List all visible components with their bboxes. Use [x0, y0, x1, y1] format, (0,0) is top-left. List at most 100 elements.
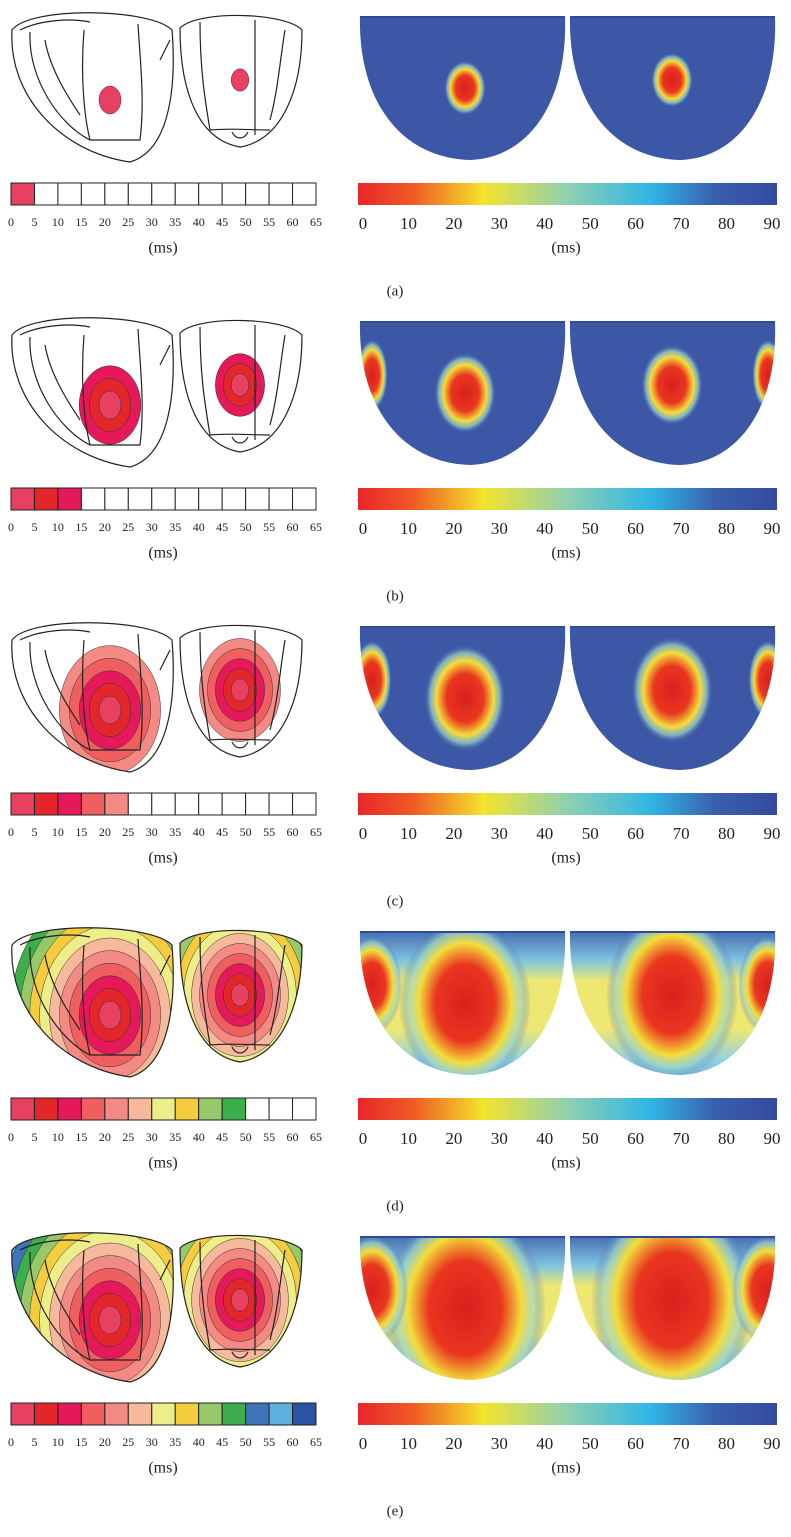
contour-map — [215, 354, 264, 417]
colorbar-tick-label: 60 — [627, 519, 644, 538]
activation-blob — [356, 339, 388, 411]
scale-cell — [152, 488, 175, 510]
scale-tick-label: 20 — [99, 1130, 111, 1144]
scale-cell — [58, 488, 81, 510]
scale-cell — [293, 1403, 316, 1425]
scale-tick-label: 10 — [52, 520, 64, 534]
activation-blob — [444, 61, 486, 116]
scale-tick-label: 45 — [216, 215, 228, 229]
contour — [99, 86, 121, 114]
scale-cell — [222, 488, 245, 510]
colorbar-tick-label: 80 — [718, 824, 735, 843]
panel-label: (d) — [386, 1198, 404, 1214]
activation-blob — [752, 339, 784, 411]
colorbar-tick-label: 60 — [627, 214, 644, 233]
scale-cell — [246, 183, 269, 205]
contour — [231, 1289, 249, 1311]
scale-cell — [81, 183, 104, 205]
scale-cell — [11, 488, 34, 510]
scale-cell — [269, 793, 292, 815]
scale-cell — [58, 793, 81, 815]
colorbar-tick-label: 10 — [400, 1434, 417, 1453]
scale-unit: (ms) — [148, 1155, 177, 1172]
colorbar-tick-label: 90 — [764, 1129, 781, 1148]
scale-tick-label: 20 — [99, 520, 111, 534]
scale-cell — [81, 1403, 104, 1425]
scale-tick-label: 30 — [146, 825, 158, 839]
panel-label: (a) — [387, 283, 404, 299]
panel-label: (e) — [387, 1503, 404, 1519]
panel: 05101520253035404550556065(ms)0102030405… — [8, 315, 785, 604]
activation-blob — [352, 640, 392, 720]
colorbar-tick-label: 50 — [582, 824, 599, 843]
contour — [231, 69, 249, 91]
colorbar-tick-label: 60 — [627, 1129, 644, 1148]
contour-map — [59, 646, 160, 775]
scale-tick-label: 10 — [52, 825, 64, 839]
scale-cell — [293, 183, 316, 205]
activation-blob — [631, 637, 713, 744]
scale-cell — [222, 1403, 245, 1425]
scale-cell — [246, 1098, 269, 1120]
panel: 05101520253035404550556065(ms)0102030405… — [8, 888, 791, 1215]
scale-cell — [58, 183, 81, 205]
scale-cell — [269, 183, 292, 205]
activation-blob — [641, 345, 703, 426]
panel-label: (b) — [386, 588, 404, 604]
colorbar — [358, 1403, 777, 1425]
scale-cell — [34, 183, 57, 205]
colorbar-tick-label: 30 — [491, 214, 508, 233]
scale-cell — [11, 1403, 34, 1425]
colorbar-tick-label: 0 — [359, 824, 368, 843]
scale-tick-label: 10 — [52, 1130, 64, 1144]
scale-tick-label: 10 — [52, 1435, 64, 1449]
scale-tick-label: 20 — [99, 1435, 111, 1449]
scale-cell — [246, 1403, 269, 1425]
scale-tick-label: 5 — [31, 520, 37, 534]
colorbar-tick-label: 90 — [764, 214, 781, 233]
scale-tick-label: 50 — [240, 825, 252, 839]
colorbar-tick-label: 20 — [445, 214, 462, 233]
scale-tick-label: 5 — [31, 1130, 37, 1144]
scale-tick-label: 15 — [75, 520, 87, 534]
scale-tick-label: 0 — [8, 215, 14, 229]
contour — [231, 984, 249, 1006]
colorbar-tick-label: 30 — [491, 519, 508, 538]
scale-tick-label: 10 — [52, 215, 64, 229]
scale-cell — [11, 183, 34, 205]
scale-cell — [175, 1098, 198, 1120]
scale-tick-label: 45 — [216, 520, 228, 534]
scale-unit: (ms) — [148, 850, 177, 867]
scale-cell — [152, 183, 175, 205]
colorbar-tick-label: 90 — [764, 1434, 781, 1453]
scale-tick-label: 30 — [146, 1130, 158, 1144]
scale-cell — [81, 488, 104, 510]
colorbar-tick-label: 40 — [536, 519, 553, 538]
scale-tick-label: 50 — [240, 520, 252, 534]
scale-cell — [222, 1098, 245, 1120]
scale-cell — [199, 793, 222, 815]
scale-tick-label: 60 — [287, 1130, 299, 1144]
colorbar-unit: (ms) — [551, 1460, 580, 1477]
colorbar-tick-label: 50 — [582, 214, 599, 233]
scale-cell — [293, 793, 316, 815]
colorbar — [358, 488, 777, 510]
scale-cell — [175, 488, 198, 510]
scale-tick-label: 50 — [240, 215, 252, 229]
scale-tick-label: 65 — [310, 215, 322, 229]
scale-cell — [175, 1403, 198, 1425]
scale-tick-label: 45 — [216, 1130, 228, 1144]
scale-tick-label: 60 — [287, 520, 299, 534]
scale-tick-label: 25 — [122, 520, 134, 534]
colorbar-tick-label: 60 — [627, 1434, 644, 1453]
scale-tick-label: 35 — [169, 520, 181, 534]
scale-cell — [175, 793, 198, 815]
colorbar-unit: (ms) — [551, 1155, 580, 1172]
scale-tick-label: 35 — [169, 1130, 181, 1144]
scale-cell — [222, 793, 245, 815]
scale-tick-label: 25 — [122, 215, 134, 229]
scale-cell — [246, 793, 269, 815]
scale-tick-label: 45 — [216, 825, 228, 839]
scale-tick-label: 60 — [287, 1435, 299, 1449]
